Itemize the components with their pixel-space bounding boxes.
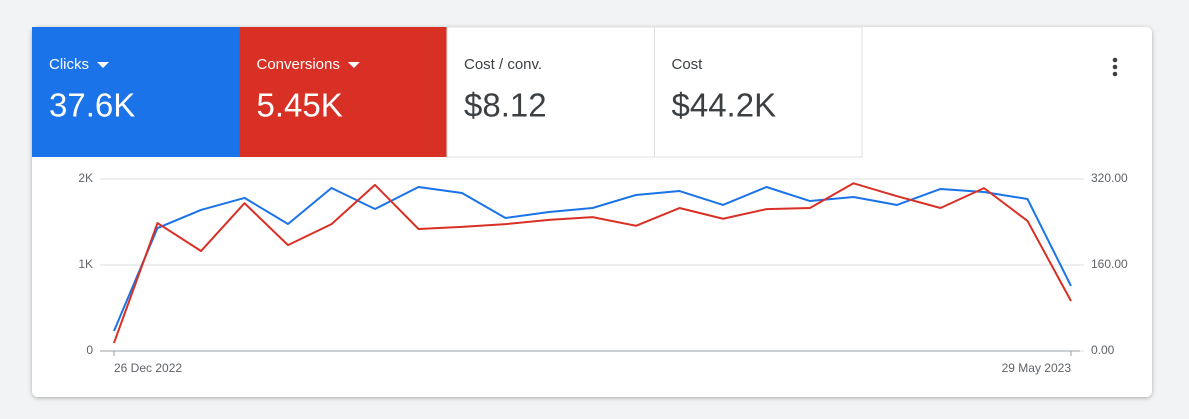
more-menu[interactable] [1112,57,1118,77]
card-label: Cost / conv. [464,56,542,73]
card-value: $8.12 [464,87,547,124]
metric-card[interactable]: Clicks 37.6K [32,27,240,157]
metric-card[interactable]: Cost $44.2K [654,26,863,158]
card-value: 5.45K [257,87,343,124]
x-tick-label: 26 Dec 2022 [114,361,182,375]
y-tick-label: 2K [78,171,93,185]
card-value: 37.6K [49,87,135,124]
card-bg [446,26,655,158]
y2-tick-label: 160.00 [1091,257,1128,271]
card-bg [654,26,863,158]
card-label: Cost [672,56,704,73]
metric-card[interactable]: Conversions 5.45K [239,27,448,157]
metric-card[interactable]: Cost / conv. $8.12 [446,26,655,158]
x-tick-label: 29 May 2023 [1002,361,1072,375]
y2-tick-label: 0.00 [1091,343,1115,357]
card-label: Clicks [49,56,89,73]
y-tick-label: 1K [78,257,93,271]
dropdown-arrow [97,62,109,68]
card-bg [32,27,240,157]
y-tick-label: 0 [86,343,93,357]
line-series [113,182,1072,344]
dropdown-arrow [347,62,360,68]
card-value: $44.2K [672,87,777,124]
card-bg [239,27,447,157]
y2-tick-label: 320.00 [1091,171,1128,185]
card-label: Conversions [257,56,340,73]
